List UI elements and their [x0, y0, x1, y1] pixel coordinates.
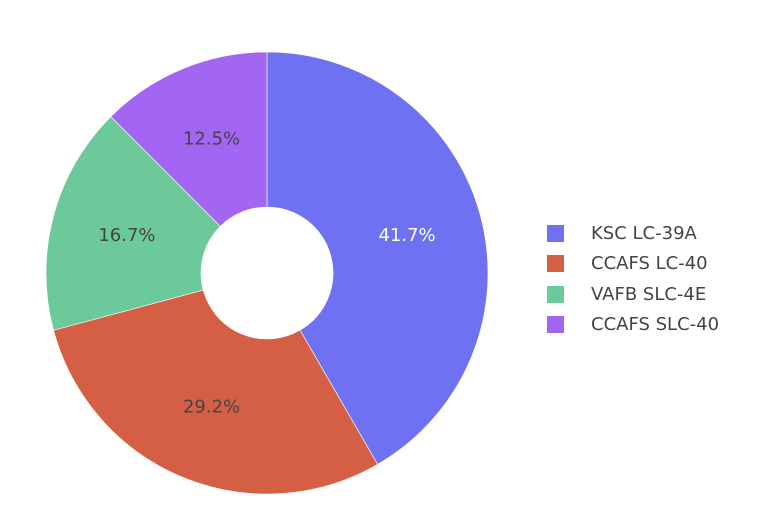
legend-label: VAFB SLC-4E [591, 283, 707, 305]
legend-item-ccafs-slc-40[interactable]: CCAFS SLC-40 [547, 310, 767, 341]
legend-label: CCAFS SLC-40 [591, 314, 720, 336]
legend-label: CCAFS LC-40 [591, 253, 708, 275]
legend-swatch [547, 285, 564, 303]
legend-item-vafb-slc-4e[interactable]: VAFB SLC-4E [547, 279, 767, 310]
legend-swatch [547, 255, 564, 273]
percent-label-vafb-slc-4e: 16.7% [98, 225, 155, 246]
donut-slices [45, 51, 489, 495]
slice-ccafs-slc-40[interactable] [110, 51, 268, 227]
slice-vafb-slc-4e[interactable] [45, 116, 221, 331]
slice-ksc-lc-39a[interactable] [266, 51, 489, 465]
percent-label-ccafs-lc-40: 29.2% [183, 396, 240, 417]
legend-swatch [547, 316, 564, 334]
percent-label-ksc-lc-39a: 41.7% [378, 225, 435, 246]
chart-legend: KSC LC-39A CCAFS LC-40 VAFB SLC-4E CCAFS SL… [547, 218, 767, 340]
slice-ccafs-lc-40[interactable] [53, 289, 379, 495]
donut-percent-labels: 41.7% 29.2% 16.7% 12.5% [98, 129, 435, 418]
percent-label-ccafs-slc-40: 12.5% [183, 129, 240, 150]
legend-item-ksc-lc-39a[interactable]: KSC LC-39A [547, 218, 767, 249]
legend-swatch [547, 224, 564, 242]
legend-label: KSC LC-39A [591, 222, 697, 244]
legend-item-ccafs-lc-40[interactable]: CCAFS LC-40 [547, 249, 767, 280]
